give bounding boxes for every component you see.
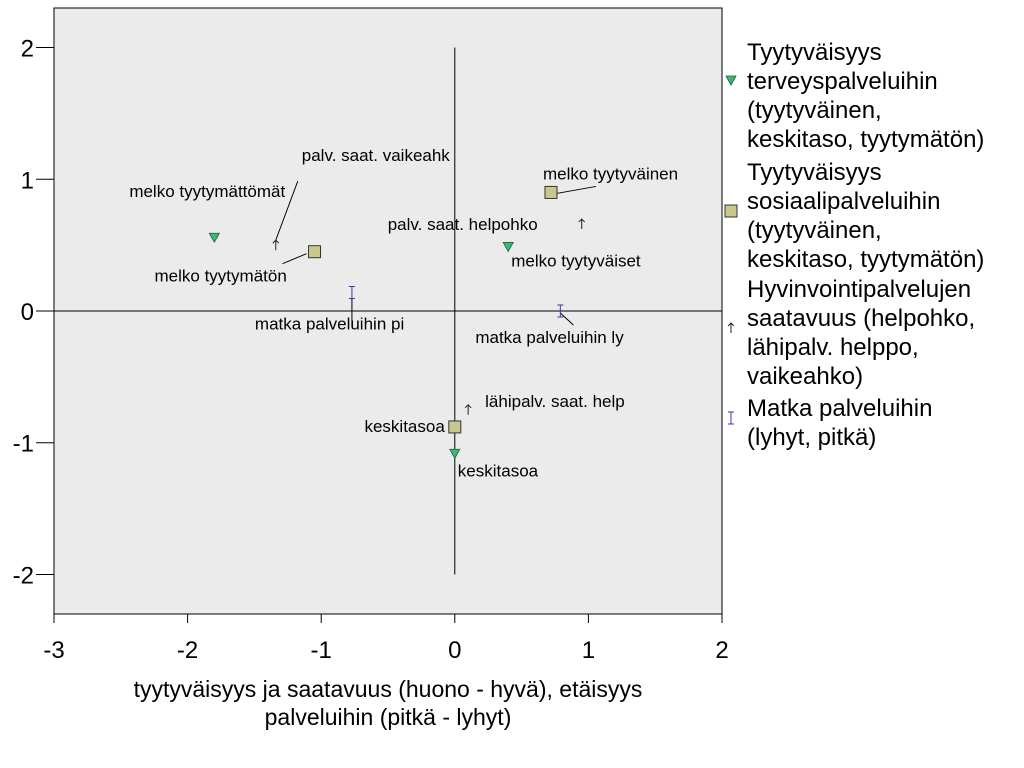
y-tick-label: 0 [21,299,34,326]
point-label: matka palveluihin ly [475,328,624,347]
y-tick-label: 2 [21,36,34,63]
legend-label-line: keskitaso, tyytymätön) [747,126,984,153]
legend-label-line: keskitaso, tyytymätön) [747,246,984,273]
legend-label-line: Hyvinvointipalvelujen [747,276,971,303]
legend-marker [724,204,738,218]
point-label: lähipalv. saat. help [485,392,625,411]
y-tick-label: 1 [21,167,34,194]
data-point [578,218,586,230]
point-label: melko tyytymättömät [129,182,285,201]
legend-label-line: (tyytyväinen, [747,217,882,244]
point-label: keskitasoa [458,461,539,480]
legend-item: Tyytyväisyysterveyspalveluihin(tyytyväin… [725,39,984,153]
point-labels: melko tyytymättömät melko tyytyväiset kesk… [129,146,678,480]
label-leader-line [275,180,299,241]
point-label: palv. saat. vaikeahk [302,146,451,165]
legend-marker [727,322,735,333]
point-label: melko tyytyväiset [511,251,641,270]
legend-item: Tyytyväisyyssosiaalipalveluihin(tyytyväi… [724,159,984,273]
data-point [502,242,514,253]
legend-label-line: Tyytyväisyys [747,159,882,186]
legend-label-line: Matka palveluihin [747,395,932,422]
label-leader-line [560,312,574,326]
y-tick-label: -1 [13,431,34,458]
x-tick-label: 2 [715,637,728,664]
legend-label-line: sosiaalipalveluihin [747,188,940,215]
legend-marker [728,411,734,425]
reference-lines [54,47,722,575]
x-axis-title-line-1: tyytyväisyys ja saatavuus (huono - hyvä)… [134,676,643,702]
label-leader-line [550,185,597,195]
label-leader-lines [275,180,597,328]
y-tick-label: -2 [13,562,34,589]
x-tick-label: 0 [448,637,461,664]
x-tick-label: -2 [177,637,198,664]
data-point [448,420,462,434]
data-point [449,448,461,460]
x-tick-label: -1 [311,637,332,664]
data-points [208,185,586,460]
legend-label-line: saatavuus (helpohko, [747,305,975,332]
x-tick-label: 1 [582,637,595,664]
point-label: melko tyytymätön [155,267,287,286]
point-label: melko tyytyväinen [543,164,678,183]
data-point [272,239,280,251]
legend-label-line: Tyytyväisyys [747,39,882,66]
point-label: matka palveluihin pi [255,315,404,334]
legend-label-line: vaikeahko) [747,363,863,390]
legend: Tyytyväisyysterveyspalveluihin(tyytyväin… [724,39,984,451]
legend-label-line: (lyhyt, pitkä) [747,424,876,451]
legend-label-line: terveyspalveluihin [747,68,938,95]
data-point [208,232,220,244]
label-leader-line [282,253,307,265]
legend-item: Matka palveluihin(lyhyt, pitkä) [728,395,932,451]
data-point [464,404,472,415]
point-label: palv. saat. helpohko [388,215,538,234]
y-axis: -2 -1 0 1 2 [13,36,54,589]
point-label: keskitasoa [364,417,445,436]
x-tick-label: -3 [43,637,64,664]
data-point [544,185,558,199]
legend-label-line: lähipalv. helppo, [747,334,919,361]
legend-marker [725,75,737,86]
data-point [348,286,355,300]
legend-label-line: (tyytyväinen, [747,97,882,124]
x-axis-title-line-2: palveluihin (pitkä - lyhyt) [265,704,512,730]
x-axis: -3 -2 -1 0 1 2 [43,614,729,664]
data-point [557,304,564,318]
data-point [308,245,322,259]
